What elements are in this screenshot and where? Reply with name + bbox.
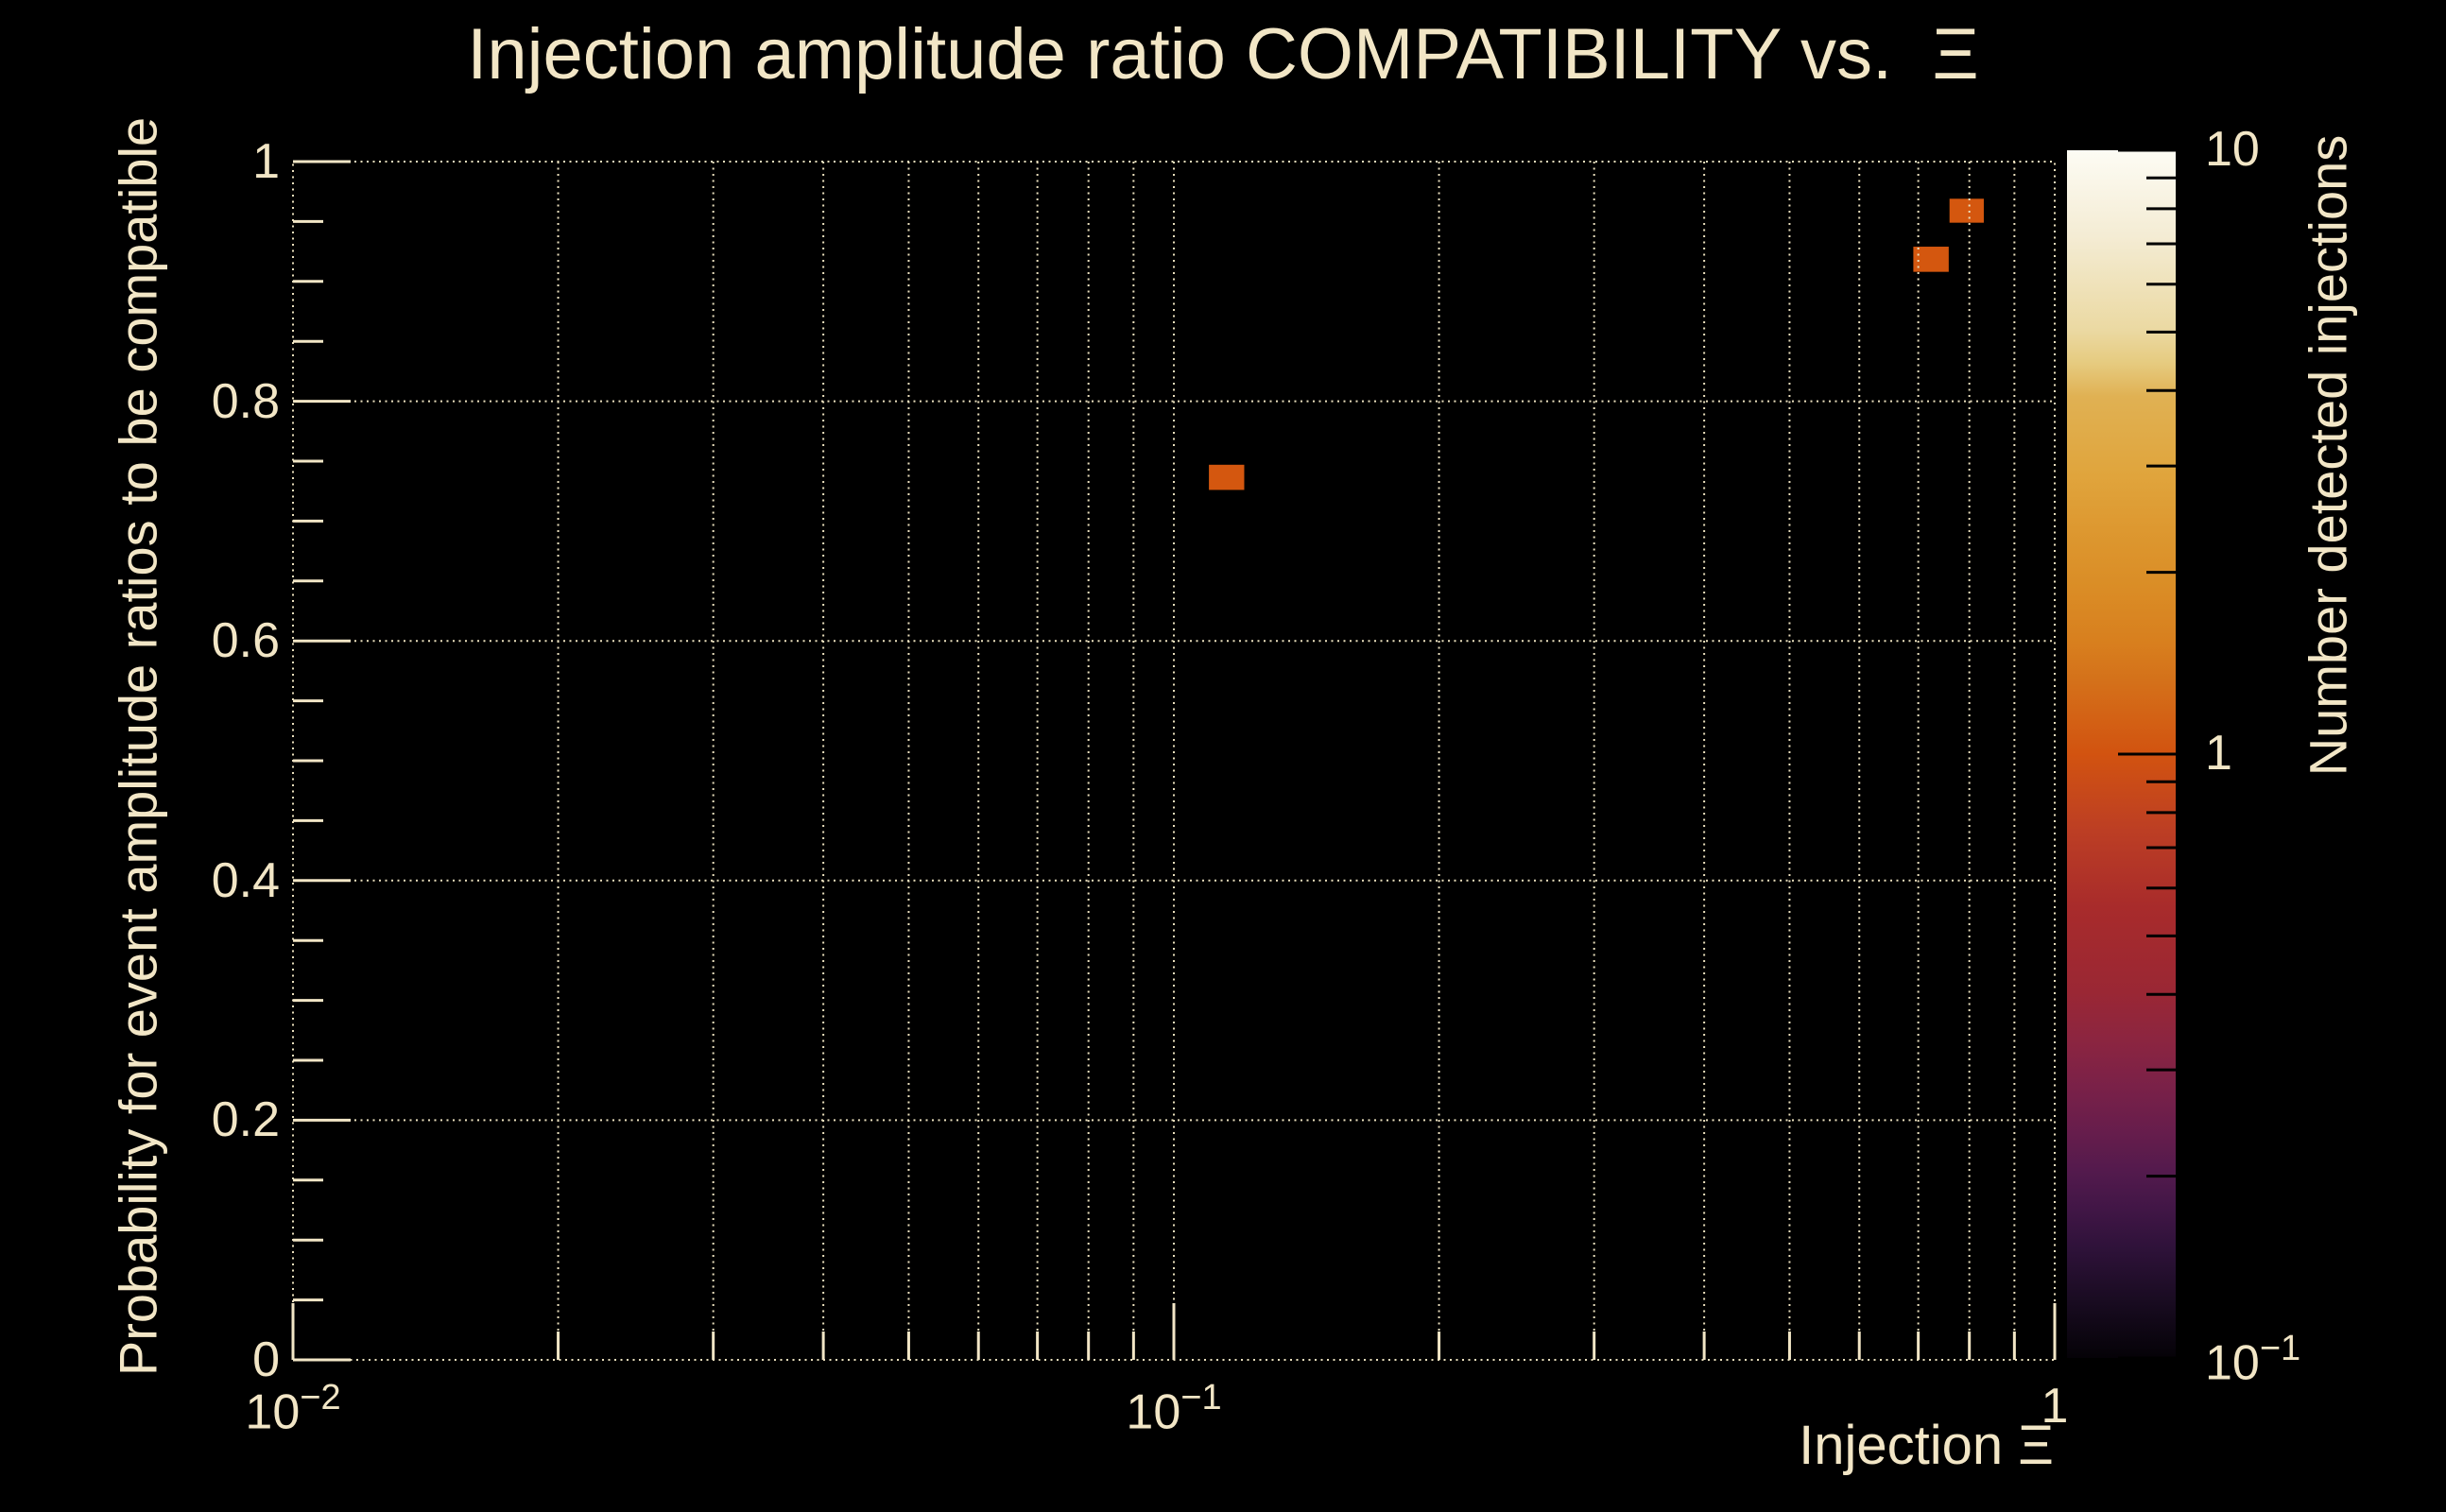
chart-title: Injection amplitude ratio COMPATIBILITY … (467, 14, 1979, 94)
y-tick-label: 0.8 (211, 373, 280, 429)
y-tick-label: 1 (252, 134, 280, 189)
colorbar-tick-label: 10 (2205, 122, 2260, 177)
x-axis-title: Injection Ξ (1799, 1415, 2054, 1476)
x-tick-label: 1 (2041, 1379, 2069, 1434)
heatmap-bin (1913, 247, 1949, 272)
colorbar-tick-label: 10−1 (2205, 1329, 2301, 1391)
heatmap-bin (1209, 464, 1245, 490)
colorbar-tick-label: 1 (2205, 726, 2232, 781)
y-tick-label: 0.4 (211, 852, 280, 908)
x-tick-label: 10−2 (245, 1378, 341, 1440)
y-tick-label: 0.2 (211, 1092, 280, 1148)
heatmap-bin (1949, 198, 1984, 223)
y-tick-label: 0.6 (211, 613, 280, 669)
x-tick-label: 10−1 (1126, 1378, 1222, 1440)
y-tick-label: 0 (252, 1332, 280, 1387)
